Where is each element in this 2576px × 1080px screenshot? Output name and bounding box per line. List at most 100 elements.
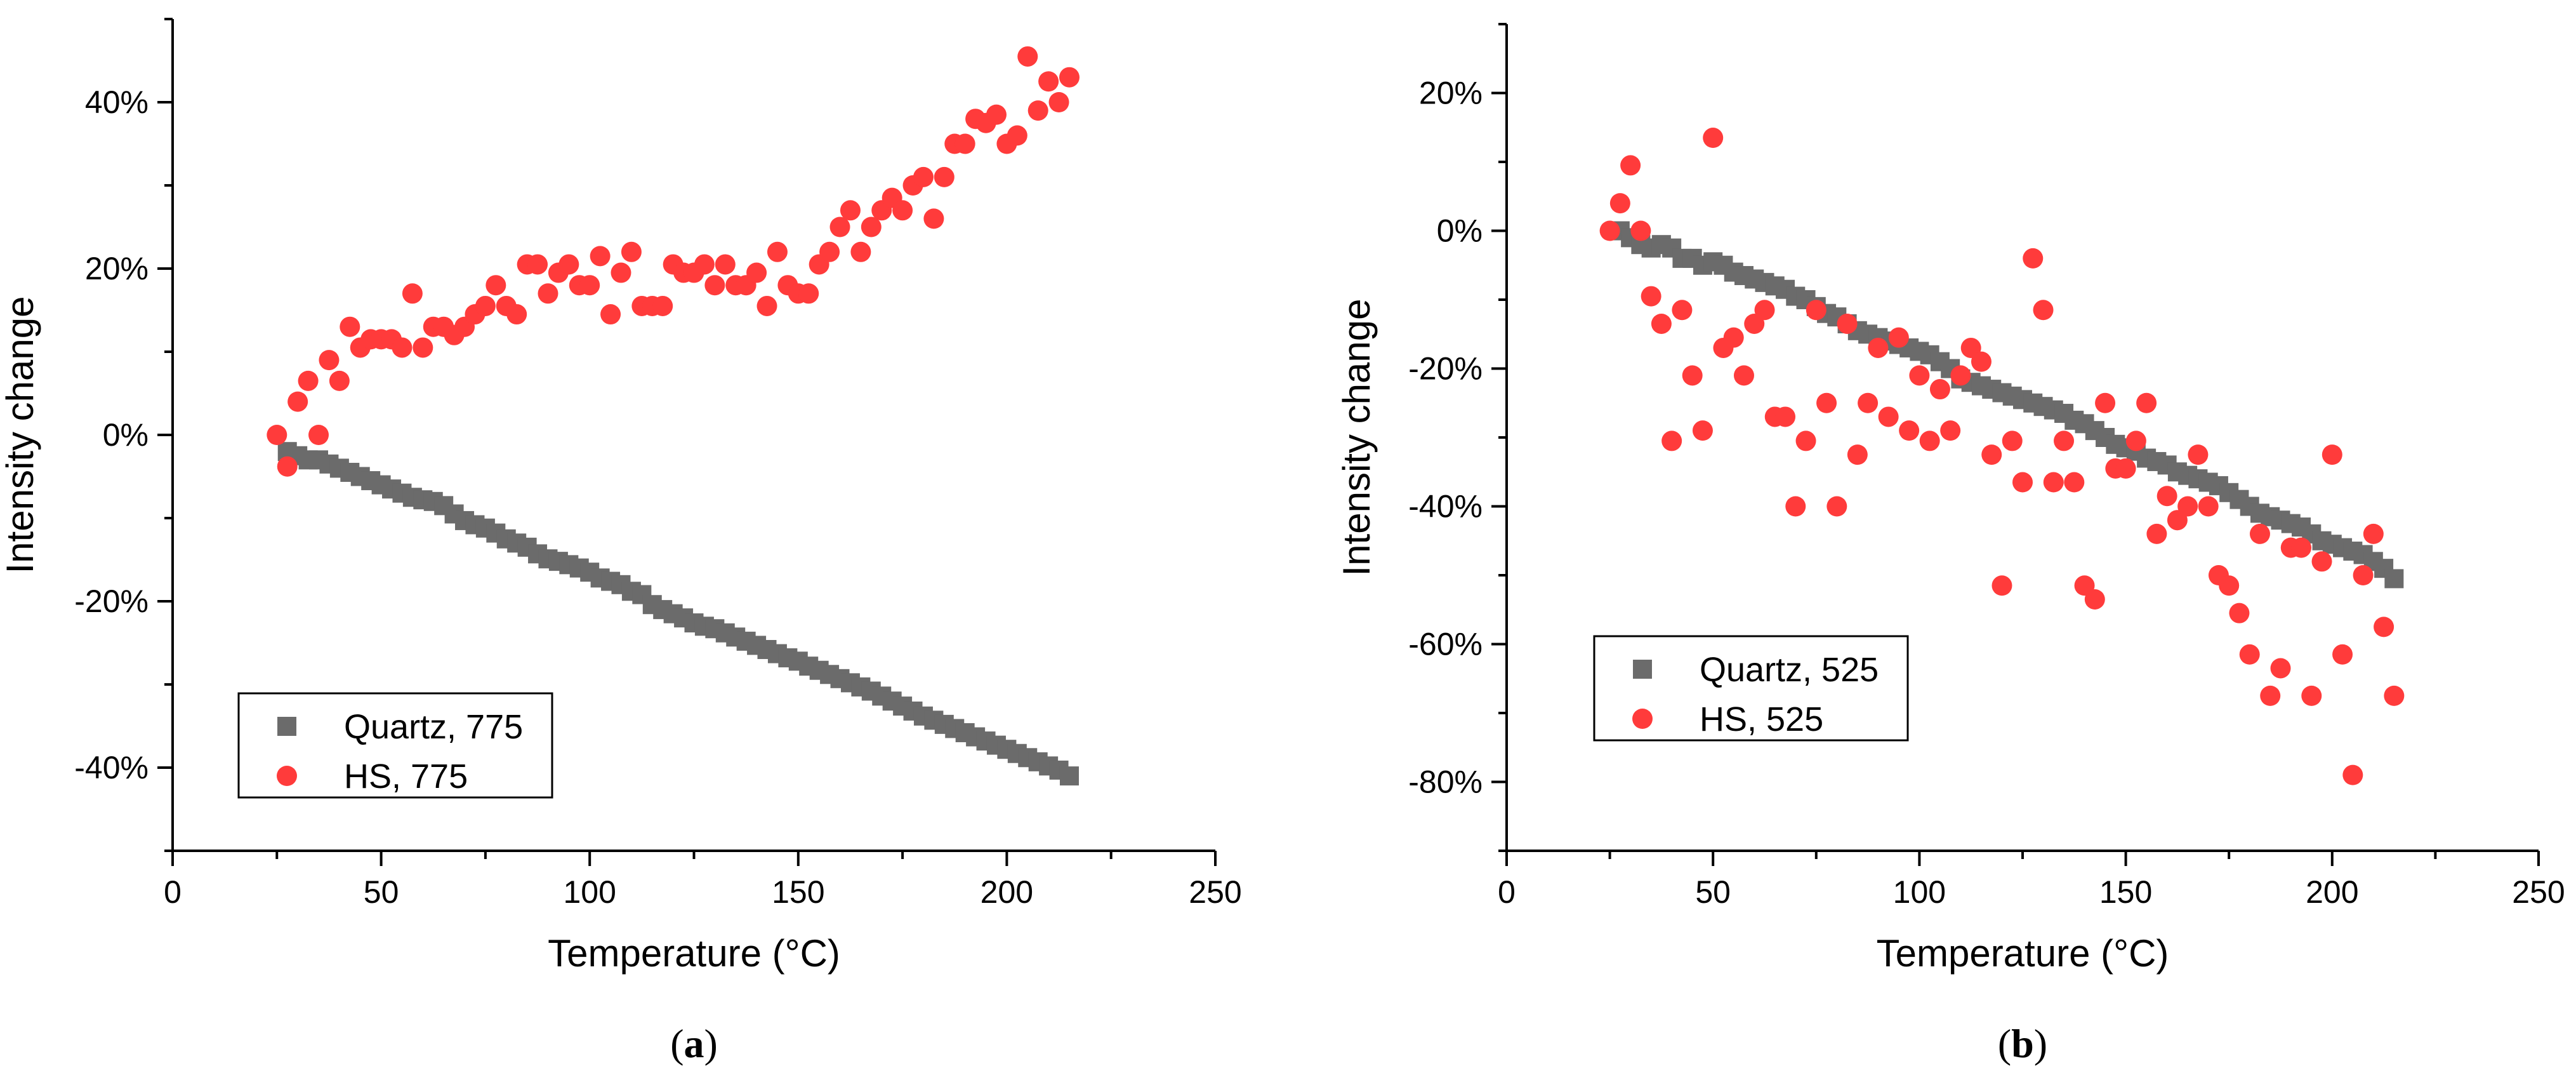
hs-point [267, 425, 287, 445]
y-tick-label: 40% [85, 84, 149, 120]
hs-point [2332, 644, 2353, 665]
hs-point [2188, 444, 2209, 465]
hs-point [1723, 327, 1744, 348]
hs-point [767, 241, 788, 262]
legend-label: Quartz, 775 [344, 708, 523, 746]
hs-point [861, 217, 882, 237]
hs-point [1858, 392, 1879, 413]
hs-point [340, 316, 360, 337]
hs-point [986, 104, 1007, 125]
hs-point [715, 254, 736, 275]
hs-point [1620, 155, 1641, 176]
hs-point [1703, 128, 1724, 149]
hs-point [1950, 365, 1971, 386]
hs-point [1775, 406, 1796, 427]
series-quartz [277, 442, 1079, 786]
hs-point [1672, 300, 1693, 321]
hs-point [746, 262, 767, 283]
hs-point [819, 241, 840, 262]
hs-point [1651, 313, 1672, 334]
legend: Quartz, 775 HS, 775 [237, 692, 553, 799]
y-tick-label: 20% [85, 251, 149, 286]
hs-point [1027, 100, 1048, 121]
hs-point [600, 304, 621, 325]
legend-marker-quartz [277, 717, 296, 736]
y-tick-label: -20% [74, 583, 149, 619]
hs-point [2125, 430, 2146, 451]
hs-point [287, 391, 308, 412]
hs-point [485, 275, 506, 296]
caption-letter: a [684, 1021, 704, 1066]
hs-point [2291, 537, 2312, 558]
hs-point [308, 425, 329, 445]
hs-point [1661, 430, 1682, 451]
hs-point [934, 166, 954, 187]
legend-marker-hs [277, 766, 297, 786]
hs-point [1059, 67, 1080, 88]
x-tick-label: 100 [563, 874, 616, 910]
hs-point [2115, 458, 2136, 479]
hs-point [1682, 365, 1703, 386]
hs-point [892, 200, 913, 221]
panel-a: 0 50 100 150 200 250 -40% -20% 0% 20% 40% Temperatu… [0, 18, 1242, 1066]
hs-point [2023, 248, 2044, 269]
hs-point [2229, 603, 2250, 623]
hs-point [2363, 523, 2384, 544]
hs-point [2353, 565, 2374, 585]
x-tick-label: 150 [2099, 874, 2152, 910]
hs-point [1630, 220, 1651, 241]
series-hs [1599, 128, 2405, 785]
hs-point [1754, 300, 1775, 321]
hs-point [579, 275, 600, 296]
x-tick-label: 200 [2306, 874, 2358, 910]
x-axis-title: Temperature (°C) [1877, 932, 2169, 975]
hs-point [913, 166, 934, 187]
quartz-point [2384, 569, 2404, 589]
y-axis-title: Intensity change [0, 297, 41, 574]
hs-point [2260, 685, 2281, 706]
hs-point [1641, 286, 1661, 307]
legend-marker-hs [1632, 709, 1653, 729]
hs-point [829, 217, 850, 237]
hs-point [329, 370, 350, 391]
hs-point [590, 246, 611, 267]
hs-point [1806, 300, 1826, 321]
hs-point [2239, 644, 2260, 665]
x-tick-label: 0 [164, 874, 182, 910]
hs-point [1888, 327, 1909, 348]
legend-label: Quartz, 525 [1700, 651, 1879, 689]
hs-point [1826, 496, 1847, 517]
x-tick-label: 50 [1695, 874, 1731, 910]
hs-point [1878, 406, 1899, 427]
series-hs [267, 46, 1080, 477]
hs-point [1038, 71, 1059, 92]
hs-point [1007, 125, 1027, 146]
hs-point [2043, 472, 2064, 493]
hs-point [1795, 430, 1816, 451]
hs-point [402, 283, 423, 304]
hs-point [704, 275, 725, 296]
hs-point [2084, 589, 2105, 610]
hs-point [694, 254, 715, 275]
hs-point [756, 295, 777, 316]
y-tick-label: -80% [1408, 764, 1483, 800]
legend-label: HS, 525 [1700, 700, 1823, 738]
hs-point [1692, 420, 1713, 441]
legend: Quartz, 525 HS, 525 [1593, 635, 1909, 742]
x-tick-label: 250 [1189, 874, 1241, 910]
hs-point [2270, 658, 2291, 679]
hs-point [2311, 551, 2332, 572]
quartz-point [1059, 766, 1079, 786]
hs-point [2374, 617, 2394, 637]
panel-b: 0 50 100 150 200 250 -80% -60% -40% -20% 0% 20% Temp… [1335, 23, 2565, 1066]
hs-point [1599, 220, 1620, 241]
hs-point [298, 370, 319, 391]
hs-point [1929, 379, 1950, 400]
y-tick-label: 0% [1437, 213, 1483, 249]
hs-point [506, 304, 527, 325]
hs-point [2054, 430, 2075, 451]
hs-point [923, 208, 944, 229]
x-tick-label: 150 [772, 874, 824, 910]
hs-point [2136, 392, 2157, 413]
